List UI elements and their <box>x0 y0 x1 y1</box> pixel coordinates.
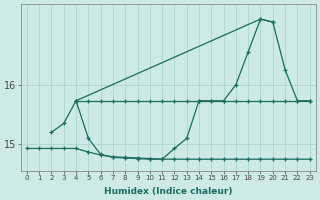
X-axis label: Humidex (Indice chaleur): Humidex (Indice chaleur) <box>104 187 233 196</box>
